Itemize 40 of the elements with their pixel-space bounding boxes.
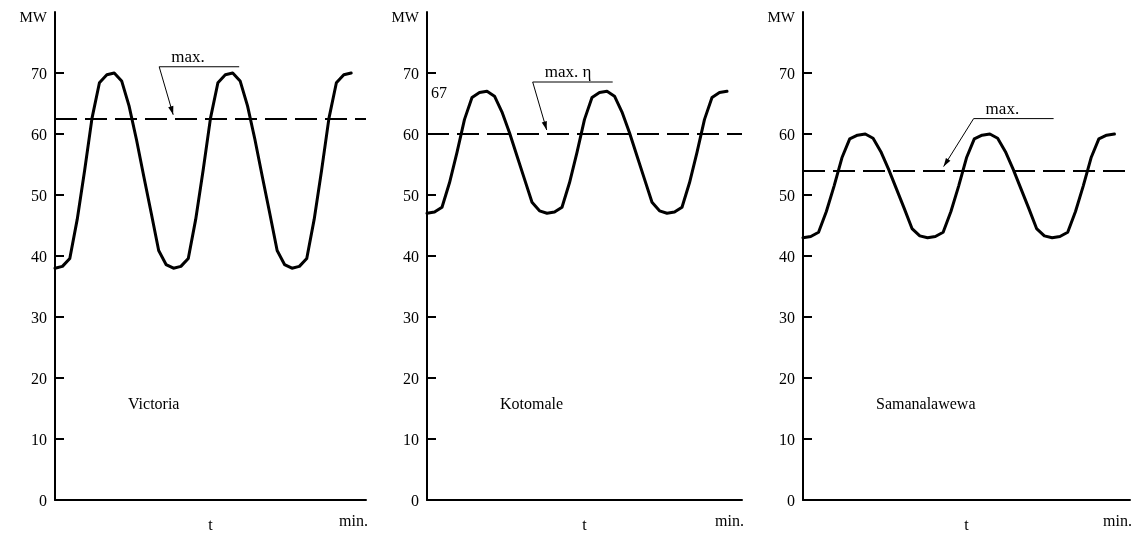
y-tick-label: 60	[31, 125, 47, 143]
y-axis-title: MW	[19, 8, 48, 25]
y-tick-label: 70	[403, 64, 419, 82]
y-tick-label: 10	[31, 430, 47, 448]
y-tick-label: 0	[39, 491, 47, 509]
ref-line-label: max. η	[544, 62, 592, 81]
text: min.	[1103, 512, 1132, 529]
y-tick-label: 60	[403, 125, 419, 143]
y-tick-label: 20	[31, 369, 47, 387]
text: Kotomale	[500, 394, 564, 412]
text: Samanalawewa	[876, 394, 976, 412]
y-tick-label: 70	[31, 64, 47, 82]
y-tick-label: 30	[779, 308, 795, 326]
y-tick-label: 20	[779, 369, 795, 387]
annotation: 67	[431, 84, 447, 101]
text: Victoria	[128, 394, 180, 412]
y-tick-label: 50	[403, 186, 419, 204]
y-tick-label: 20	[403, 369, 419, 387]
y-axis-title: MW	[767, 8, 796, 25]
y-tick-label: 10	[403, 430, 419, 448]
x-axis-title: t	[582, 515, 588, 533]
ref-line-label: max.	[985, 98, 1020, 118]
ref-line-label: max.	[171, 46, 205, 66]
x-axis-title: t	[208, 515, 214, 533]
text: min.	[339, 512, 368, 529]
y-tick-label: 0	[787, 491, 795, 509]
y-tick-label: 0	[411, 491, 419, 509]
y-tick-label: 50	[31, 186, 47, 204]
y-tick-label: 40	[779, 247, 795, 265]
y-tick-label: 10	[779, 430, 795, 448]
y-tick-label: 30	[403, 308, 419, 326]
x-axis-title: t	[964, 515, 970, 533]
y-tick-label: 50	[779, 186, 795, 204]
y-tick-label: 40	[403, 247, 419, 265]
y-tick-label: 30	[31, 308, 47, 326]
y-tick-label: 40	[31, 247, 47, 265]
y-tick-label: 70	[779, 64, 795, 82]
text: min.	[715, 512, 744, 529]
y-axis-title: MW	[391, 8, 420, 25]
y-tick-label: 60	[779, 125, 795, 143]
